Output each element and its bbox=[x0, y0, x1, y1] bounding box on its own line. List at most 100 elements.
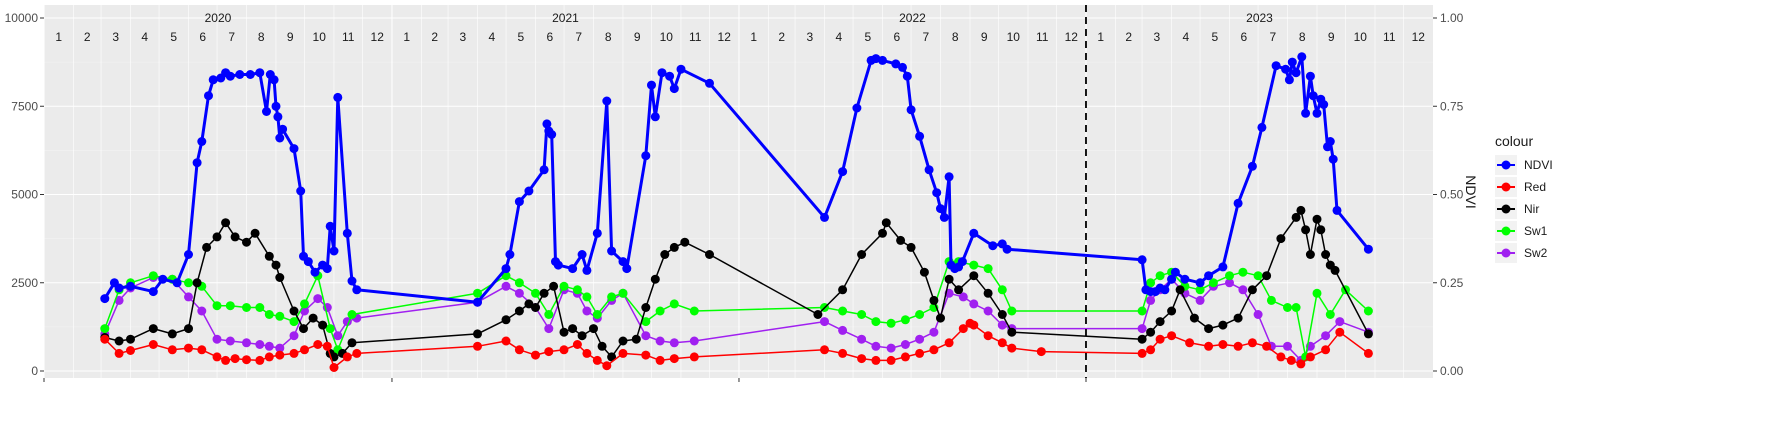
month-label: 4 bbox=[488, 30, 495, 44]
data-point-sw1 bbox=[582, 292, 592, 302]
data-point-sw1 bbox=[1155, 271, 1165, 281]
data-point-red bbox=[689, 352, 699, 362]
data-point-red bbox=[1007, 343, 1017, 353]
y-right-tick-label: 0.75 bbox=[1440, 99, 1464, 113]
data-point-ndvi bbox=[278, 124, 288, 134]
month-label: 2 bbox=[84, 30, 91, 44]
data-point-sw2 bbox=[871, 341, 881, 351]
data-point-nir bbox=[192, 278, 202, 288]
data-point-ndvi bbox=[225, 71, 235, 81]
data-point-sw1 bbox=[514, 278, 524, 288]
data-point-nir bbox=[271, 260, 281, 270]
data-point-ndvi bbox=[333, 92, 343, 102]
data-point-red bbox=[1204, 341, 1214, 351]
year-label: 2023 bbox=[1246, 11, 1273, 25]
data-point-nir bbox=[1262, 271, 1272, 281]
data-point-sw1 bbox=[184, 278, 193, 288]
data-point-sw2 bbox=[1321, 331, 1331, 341]
data-point-red bbox=[148, 340, 158, 349]
data-point-red bbox=[997, 338, 1007, 348]
data-point-sw2 bbox=[929, 327, 939, 337]
data-point-ndvi bbox=[303, 257, 313, 267]
legend-title: colour bbox=[1495, 133, 1533, 149]
month-label: 9 bbox=[1328, 30, 1335, 44]
data-point-nir bbox=[1363, 329, 1373, 339]
data-point-ndvi bbox=[114, 283, 124, 293]
data-point-nir bbox=[1321, 250, 1331, 259]
data-point-sw2 bbox=[264, 341, 274, 351]
data-point-ndvi bbox=[568, 264, 578, 274]
data-point-ndvi bbox=[932, 188, 942, 198]
data-point-nir bbox=[680, 237, 690, 247]
data-point-ndvi bbox=[539, 165, 549, 175]
data-point-red bbox=[1262, 341, 1272, 351]
data-point-ndvi bbox=[235, 70, 245, 79]
data-point-ndvi bbox=[325, 221, 335, 231]
data-point-red bbox=[944, 338, 954, 348]
data-point-ndvi bbox=[352, 285, 362, 295]
data-point-ndvi bbox=[657, 68, 667, 78]
data-point-sw2 bbox=[184, 292, 193, 302]
data-point-ndvi bbox=[1308, 91, 1318, 101]
data-point-sw1 bbox=[838, 306, 848, 316]
data-point-ndvi bbox=[1137, 255, 1147, 265]
data-point-red bbox=[871, 355, 881, 365]
data-point-ndvi bbox=[891, 59, 901, 69]
data-point-sw1 bbox=[915, 310, 925, 319]
data-point-sw2 bbox=[915, 334, 925, 344]
month-label: 1 bbox=[403, 30, 410, 44]
data-point-red bbox=[886, 355, 896, 365]
data-point-ndvi bbox=[602, 96, 612, 106]
data-point-sw1 bbox=[1238, 267, 1248, 277]
legend-key-point bbox=[1501, 226, 1511, 236]
data-point-ndvi bbox=[820, 212, 829, 222]
data-point-sw1 bbox=[1208, 278, 1218, 288]
data-point-red bbox=[618, 348, 628, 358]
data-point-nir bbox=[878, 228, 887, 238]
data-point-ndvi bbox=[192, 158, 202, 168]
data-point-red bbox=[1218, 340, 1228, 349]
data-point-sw1 bbox=[1146, 278, 1156, 288]
data-point-red bbox=[114, 348, 124, 358]
data-point-nir bbox=[167, 329, 177, 339]
month-label: 4 bbox=[1182, 30, 1189, 44]
data-point-nir bbox=[568, 324, 578, 334]
data-point-nir bbox=[184, 324, 193, 334]
month-label: 5 bbox=[170, 30, 177, 44]
data-point-nir bbox=[881, 218, 891, 228]
data-point-sw1 bbox=[300, 299, 309, 309]
data-point-sw2 bbox=[582, 306, 592, 316]
data-point-ndvi bbox=[1233, 198, 1243, 208]
data-point-sw2 bbox=[1238, 285, 1248, 295]
data-point-red bbox=[915, 348, 925, 358]
data-point-red bbox=[184, 343, 193, 353]
data-point-ndvi bbox=[1328, 154, 1338, 164]
data-point-red bbox=[572, 340, 582, 349]
month-label: 10 bbox=[313, 30, 327, 44]
data-point-ndvi bbox=[172, 278, 182, 288]
month-label: 1 bbox=[750, 30, 757, 44]
data-point-nir bbox=[607, 352, 617, 362]
data-point-red bbox=[1185, 338, 1195, 348]
data-point-red bbox=[1321, 345, 1331, 355]
data-point-red bbox=[641, 350, 651, 360]
data-point-nir bbox=[618, 336, 628, 346]
data-point-ndvi bbox=[1257, 122, 1267, 132]
data-point-ndvi bbox=[1297, 52, 1307, 62]
data-point-nir bbox=[1007, 327, 1017, 337]
data-point-sw2 bbox=[225, 336, 235, 346]
data-point-nir bbox=[838, 285, 848, 295]
data-point-sw2 bbox=[501, 281, 511, 291]
y-left-tick-label: 5000 bbox=[11, 188, 38, 202]
data-point-sw2 bbox=[655, 336, 665, 346]
data-point-sw2 bbox=[689, 336, 699, 346]
data-point-nir bbox=[1155, 317, 1165, 327]
data-point-sw1 bbox=[1312, 288, 1322, 298]
data-point-sw2 bbox=[544, 324, 554, 334]
data-point-sw1 bbox=[212, 301, 222, 311]
data-point-ndvi bbox=[1160, 285, 1170, 295]
month-label: 11 bbox=[1383, 30, 1396, 44]
data-point-nir bbox=[1291, 212, 1301, 222]
data-point-sw1 bbox=[1007, 306, 1017, 316]
month-label: 1 bbox=[55, 30, 62, 44]
